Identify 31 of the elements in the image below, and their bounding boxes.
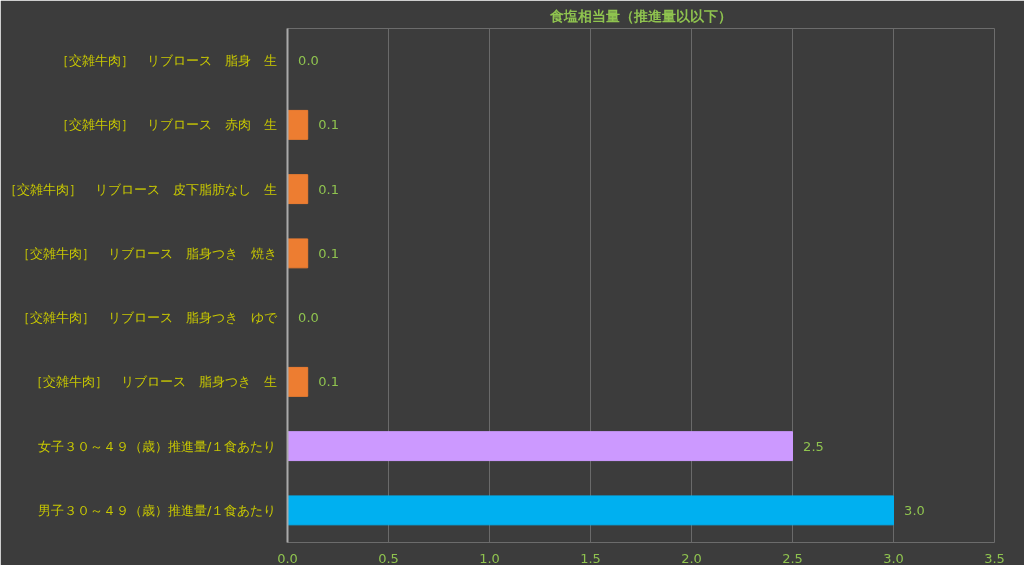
bar <box>287 495 894 526</box>
y-tick-label: ［交雑牛肉］ リブロース 脂身つき ゆで <box>16 310 278 326</box>
data-label: 2.5 <box>803 438 824 454</box>
x-tick-label: 2.0 <box>681 550 702 565</box>
x-tick-label: 2.5 <box>782 550 803 565</box>
y-tick-label: ［交雑牛肉］ リブロース 脂身つき 焼き <box>16 245 277 261</box>
data-label: 0.1 <box>318 117 339 133</box>
y-tick-label: ［交雑牛肉］ リブロース 皮下脂肪なし 生 <box>3 181 277 197</box>
data-label: 0.0 <box>298 53 319 69</box>
x-tick-label: 0.0 <box>277 550 298 565</box>
y-tick-label: 男子３０～４９（歳）推進量/１食あたり <box>38 502 277 518</box>
bar <box>287 238 309 269</box>
bar <box>287 174 309 205</box>
y-tick-label: ［交雑牛肉］ リブロース 脂身つき 生 <box>29 374 277 390</box>
x-tick-label: 3.5 <box>984 550 1005 565</box>
chart-title: 食塩相当量（推進量以以下） <box>549 7 732 24</box>
data-label: 0.0 <box>298 310 319 326</box>
x-tick-label: 3.0 <box>883 550 904 565</box>
data-label: 0.1 <box>318 181 339 197</box>
y-tick-label: 女子３０～４９（歳）推進量/１食あたり <box>38 438 277 454</box>
bar <box>287 366 309 397</box>
y-tick-label: ［交雑牛肉］ リブロース 赤肉 生 <box>55 117 277 133</box>
y-tick-label: ［交雑牛肉］ リブロース 脂身 生 <box>55 53 277 69</box>
bar <box>287 109 309 140</box>
data-label: 3.0 <box>904 502 925 518</box>
data-label: 0.1 <box>318 245 339 261</box>
x-tick-label: 1.0 <box>479 550 500 565</box>
x-tick-label: 1.5 <box>580 550 601 565</box>
data-label: 0.1 <box>318 374 339 390</box>
x-tick-label: 0.5 <box>378 550 399 565</box>
bar <box>287 431 793 462</box>
